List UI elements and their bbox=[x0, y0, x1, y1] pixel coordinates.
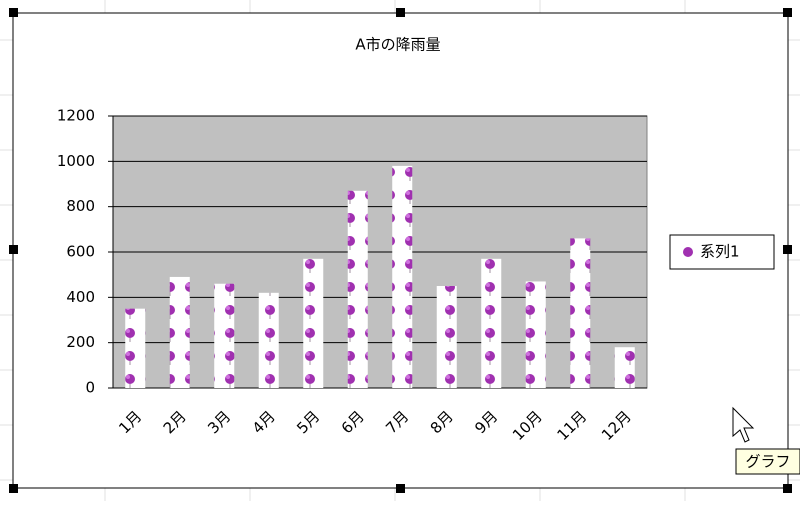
bar bbox=[525, 281, 546, 388]
cursor bbox=[732, 406, 755, 443]
bar bbox=[125, 308, 146, 388]
bar bbox=[258, 292, 279, 388]
legend-marker bbox=[683, 247, 693, 257]
bar bbox=[169, 276, 190, 388]
bar bbox=[214, 283, 235, 388]
y-tick-label: 1200 bbox=[57, 107, 95, 125]
bar bbox=[303, 258, 324, 388]
y-tick-label: 400 bbox=[66, 288, 95, 306]
selection-handles bbox=[9, 8, 792, 493]
tooltip-box bbox=[735, 448, 800, 475]
legend-label: 系列1 bbox=[700, 243, 740, 261]
bar bbox=[347, 190, 368, 388]
bar bbox=[481, 258, 502, 388]
y-tick-label: 0 bbox=[85, 379, 95, 397]
y-tick-label: 600 bbox=[66, 243, 95, 261]
tooltip: グラフ bbox=[745, 453, 790, 471]
y-tick-label: 1000 bbox=[57, 152, 95, 170]
bar bbox=[436, 286, 457, 388]
bar bbox=[392, 165, 413, 388]
y-tick-label: 200 bbox=[66, 333, 95, 351]
y-tick-label: 800 bbox=[66, 197, 95, 215]
chart-title: A市の降雨量 bbox=[355, 36, 440, 54]
bar bbox=[570, 238, 591, 388]
bar bbox=[614, 347, 635, 388]
